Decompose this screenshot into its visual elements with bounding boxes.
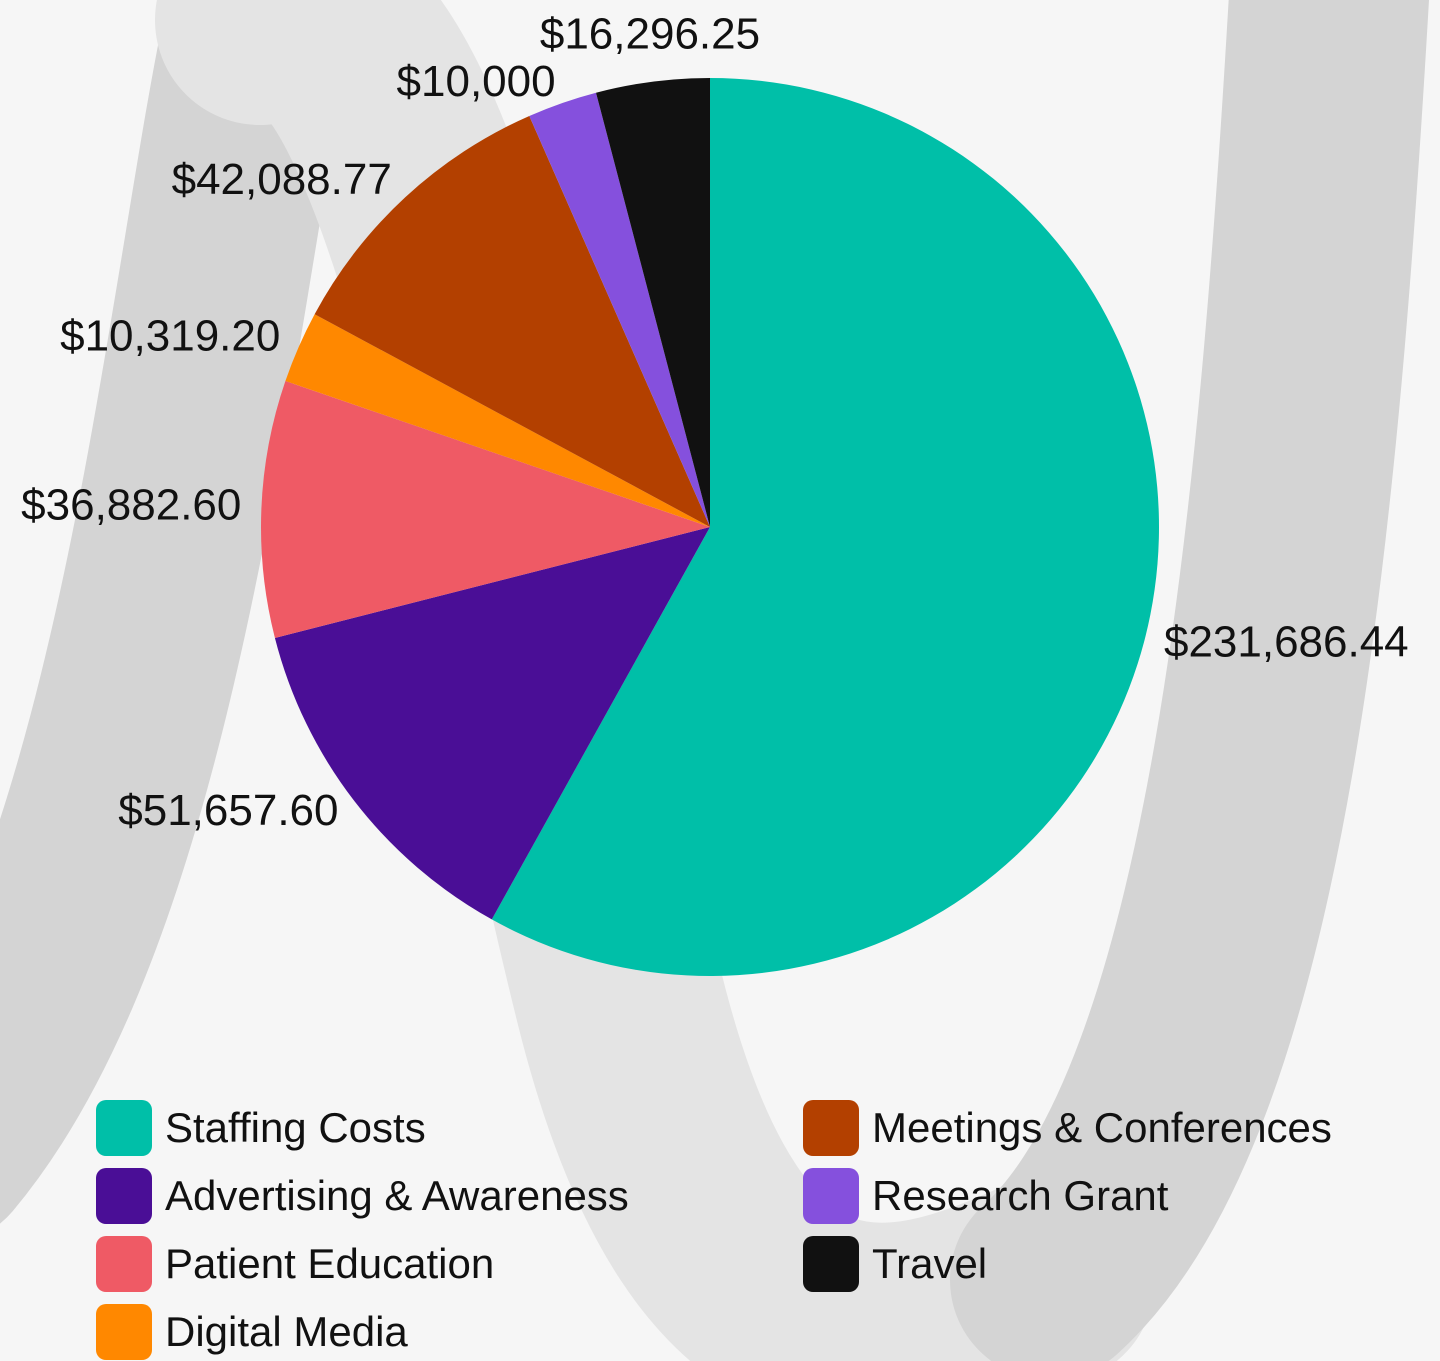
value-label: $42,088.77 (172, 155, 392, 204)
legend-swatch (96, 1168, 152, 1224)
pie-slice (314, 115, 710, 527)
pie-slice (274, 527, 710, 920)
value-label: $36,882.60 (21, 481, 241, 530)
legend-swatch (96, 1100, 152, 1156)
pie-slice (491, 78, 1160, 977)
legend-label: Staffing Costs (165, 1104, 426, 1151)
legend-label: Travel (872, 1240, 987, 1287)
legend-label: Digital Media (165, 1308, 408, 1355)
value-label: $16,296.25 (540, 9, 760, 58)
legend-swatch (96, 1304, 152, 1360)
legend-swatch (803, 1236, 859, 1292)
value-label: $10,319.20 (60, 312, 280, 361)
value-label: $51,657.60 (118, 786, 338, 835)
pie-slice (260, 380, 710, 638)
legend-swatch (803, 1100, 859, 1156)
legend-label: Patient Education (165, 1240, 494, 1287)
value-label: $10,000 (397, 57, 556, 106)
pie-slice (285, 314, 710, 527)
legend-label: Advertising & Awareness (165, 1172, 629, 1219)
legend-label: Meetings & Conferences (872, 1104, 1332, 1151)
pie-slice (596, 78, 710, 527)
value-label: $231,686.44 (1164, 617, 1409, 666)
pie-slice (529, 92, 710, 527)
legend-swatch (96, 1236, 152, 1292)
legend-swatch (803, 1168, 859, 1224)
legend-label: Research Grant (872, 1172, 1169, 1219)
